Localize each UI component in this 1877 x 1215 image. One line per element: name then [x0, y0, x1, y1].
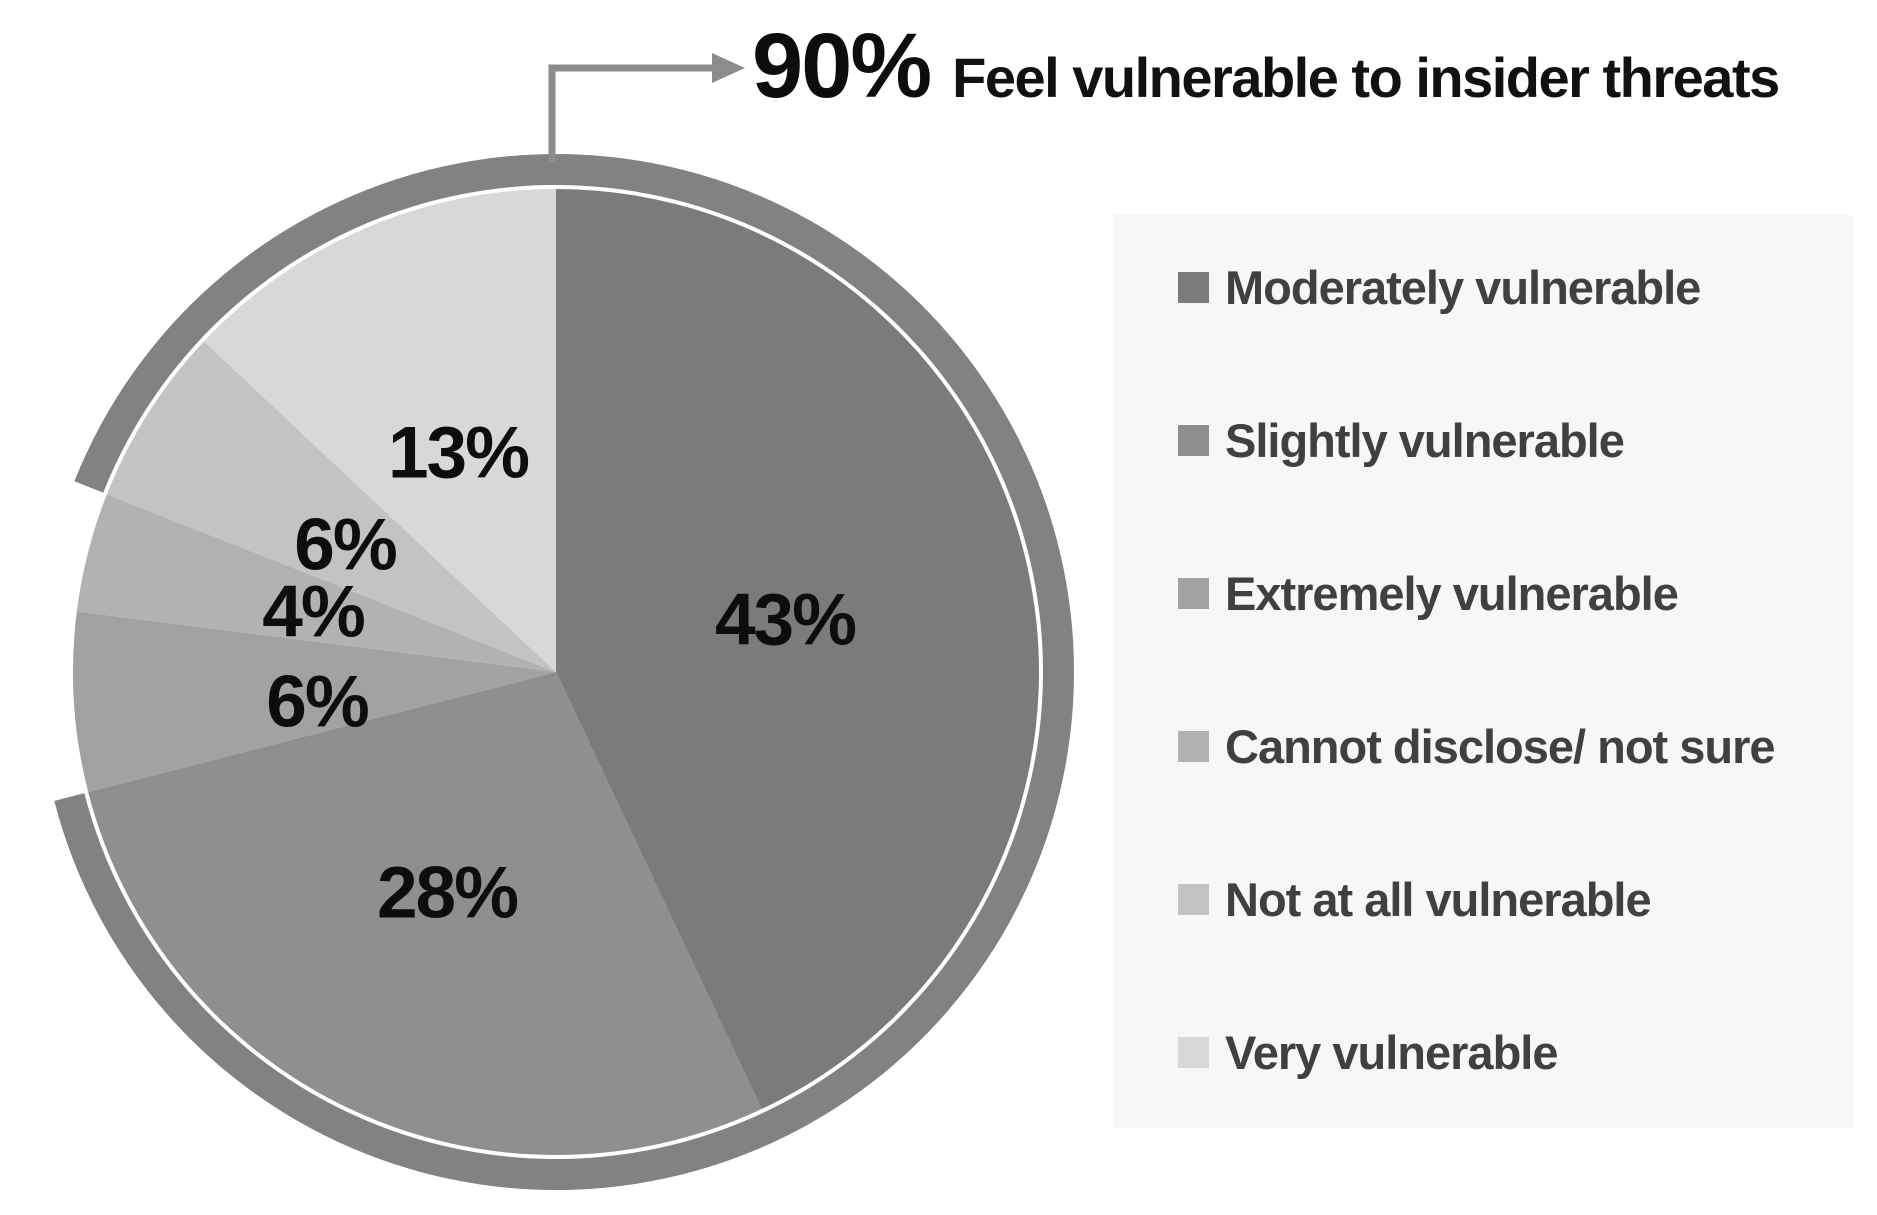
pie-slice-very-vulnerable — [203, 189, 556, 672]
legend-item-slightly: Slightly vulnerable — [1178, 413, 1625, 467]
slice-label-not-at-all: 6% — [294, 504, 398, 586]
legend-label-moderately: Moderately vulnerable — [1225, 260, 1701, 314]
callout-arrowhead-icon — [712, 53, 745, 83]
legend-swatch-not-at-all — [1178, 883, 1209, 915]
slice-label-slightly: 28% — [376, 852, 519, 934]
pie-slice-slightly-vulnerable — [88, 672, 762, 1156]
legend-swatch-extremely — [1178, 577, 1209, 609]
legend-label-cannot-disclose: Cannot disclose/ not sure — [1225, 719, 1776, 773]
callout-title: 90% Feel vulnerable to insider threats — [752, 14, 1780, 119]
legend-swatch-cannot-disclose — [1178, 730, 1209, 762]
legend-swatch-very — [1178, 1036, 1209, 1068]
legend: Moderately vulnerable Slightly vulnerabl… — [1113, 215, 1853, 1128]
legend-item-cannot-disclose: Cannot disclose/ not sure — [1178, 719, 1776, 773]
callout-stat: 90% — [752, 15, 932, 117]
callout-leader-line — [548, 64, 712, 162]
legend-label-extremely: Extremely vulnerable — [1225, 566, 1679, 620]
legend-swatch-slightly — [1178, 424, 1209, 456]
legend-item-not-at-all: Not at all vulnerable — [1178, 872, 1652, 926]
legend-label-slightly: Slightly vulnerable — [1225, 413, 1625, 467]
pie-slice-moderately-vulnerable — [556, 189, 1039, 1110]
slice-label-extremely: 6% — [266, 661, 370, 743]
legend-item-very: Very vulnerable — [1178, 1025, 1558, 1079]
legend-item-moderately: Moderately vulnerable — [1178, 260, 1701, 314]
callout-text: Feel vulnerable to insider threats — [952, 46, 1780, 109]
pie-slice-not-at-all-vulnerable — [106, 341, 557, 672]
legend-swatch-moderately — [1178, 271, 1209, 303]
slice-label-very: 13% — [387, 412, 530, 494]
legend-label-very: Very vulnerable — [1225, 1025, 1558, 1079]
slice-label-cannot-disclose: 4% — [262, 571, 366, 653]
legend-label-not-at-all: Not at all vulnerable — [1225, 872, 1652, 926]
pie-slice-cannot-disclose-not-sure — [76, 494, 556, 672]
slice-label-moderately: 43% — [714, 579, 857, 661]
pie-slice-extremely-vulnerable — [72, 611, 556, 793]
legend-item-extremely: Extremely vulnerable — [1178, 566, 1679, 620]
